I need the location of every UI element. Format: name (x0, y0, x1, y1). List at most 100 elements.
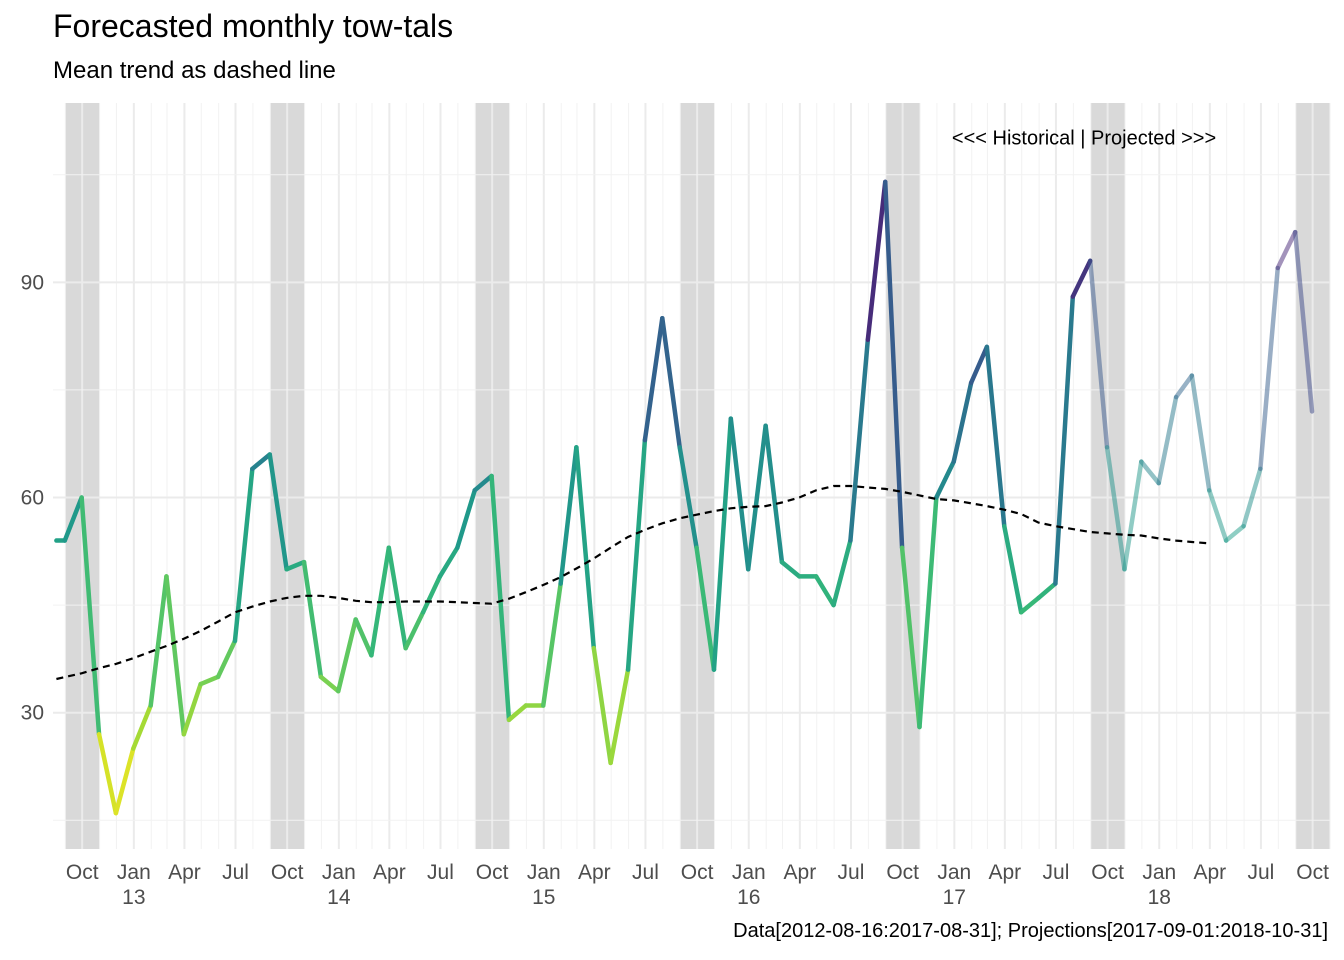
series-segment (232, 466, 255, 644)
x-tick-label: Jul (838, 861, 865, 884)
series-segment (1258, 265, 1281, 472)
series-segment (198, 674, 221, 687)
series-segment (420, 574, 443, 615)
series-segment (96, 731, 119, 816)
x-tick-label: Oct (1296, 861, 1329, 884)
x-tick-label: Oct (1091, 861, 1124, 884)
x-tick-label: Oct (66, 861, 99, 884)
series-segment (951, 380, 974, 464)
x-tick-label: Jul (222, 861, 249, 884)
series-segment (1104, 445, 1127, 572)
series-segment (1036, 581, 1058, 601)
trend-line (56, 484, 1210, 681)
y-tick-label: 60 (21, 487, 44, 510)
series-segment (642, 315, 665, 443)
series-segment (711, 416, 734, 672)
series-segment (1018, 595, 1041, 615)
series-segment (1053, 294, 1076, 586)
series-segment (882, 179, 905, 550)
series-segment (899, 545, 922, 730)
x-tick-label: Oct (886, 861, 919, 884)
series-segment (558, 445, 579, 586)
series-segment (386, 545, 408, 651)
x-tick-label: Jan 15 (527, 861, 561, 909)
series-segment (660, 315, 682, 450)
x-tick-label: Jan 13 (117, 861, 151, 909)
series-segment (1122, 459, 1144, 572)
series-segment (1070, 258, 1093, 299)
series-segment (284, 559, 307, 572)
gridlines (53, 103, 1331, 849)
x-tick-label: Apr (578, 861, 611, 884)
series-segment (1139, 459, 1161, 486)
x-tick-label: Oct (271, 861, 304, 884)
series-segment (472, 473, 494, 493)
series-segment (437, 545, 460, 579)
series-segment (728, 416, 751, 572)
series-segment (455, 488, 477, 550)
series-segment (677, 445, 699, 550)
series-segment (1292, 229, 1315, 414)
series-segment (848, 337, 871, 543)
series-segment (1275, 229, 1298, 271)
series-segment (1207, 488, 1229, 543)
series-segment (113, 746, 136, 816)
series-segment (813, 574, 836, 608)
x-tick-label: Jan 17 (937, 861, 971, 909)
trend-dashed-line (56, 484, 1210, 681)
series-segment (591, 645, 613, 766)
series-segment (489, 473, 512, 723)
x-tick-label: Jan 16 (732, 861, 766, 909)
series-segment (694, 545, 717, 672)
x-tick-label: Oct (476, 861, 509, 884)
series-segment (267, 452, 289, 572)
series-segment (745, 423, 768, 572)
x-tick-label: Apr (989, 861, 1022, 884)
chart-caption: Data[2012-08-16:2017-08-31]; Projections… (733, 920, 1328, 942)
series-segment (1173, 373, 1195, 400)
series-segment (574, 445, 597, 651)
series-segment (540, 581, 563, 708)
series-segment (968, 344, 990, 385)
series-segment (865, 179, 888, 342)
chart-subtitle: Mean trend as dashed line (53, 57, 336, 84)
series-segment (625, 437, 648, 672)
x-tick-label: Jul (427, 861, 454, 884)
historical-projected-annotation: <<< Historical | Projected >>> (952, 128, 1216, 150)
axis-labels: Oct Jan 13 Apr Jul Oct Jan 14 Apr Jul Oct Jan 15 Apr J… (21, 271, 1329, 909)
x-tick-label: Oct (681, 861, 714, 884)
series-segment (779, 559, 802, 579)
y-tick-label: 90 (21, 271, 44, 294)
series-segment (608, 667, 631, 766)
x-tick-label: Jan 18 (1142, 861, 1176, 909)
series-segment (215, 638, 238, 680)
series-segment (984, 344, 1007, 529)
x-tick-label: Jul (1247, 861, 1274, 884)
series-segment (1241, 466, 1263, 529)
series-segment (1223, 523, 1246, 543)
series-segment (934, 459, 957, 500)
series-segment (831, 538, 853, 608)
x-tick-label: Jul (1043, 861, 1070, 884)
series-segment (353, 617, 374, 658)
series-segment (506, 703, 529, 723)
series-segment (1189, 373, 1212, 493)
series-segment (181, 681, 203, 737)
x-tick-label: Apr (373, 861, 406, 884)
x-tick-label: Jul (632, 861, 659, 884)
series-segment (1087, 258, 1110, 450)
series-segment (1156, 394, 1179, 486)
series-segment (164, 574, 187, 737)
series-segment (148, 574, 169, 708)
series-segment (1002, 523, 1024, 615)
series-segment (131, 703, 153, 751)
x-tick-label: Jan 14 (322, 861, 356, 909)
series-segment (403, 610, 426, 651)
x-tick-label: Apr (168, 861, 201, 884)
series-segment (250, 452, 273, 472)
chart-title: Forecasted monthly tow-tals (53, 8, 454, 44)
x-tick-label: Apr (784, 861, 817, 884)
series-segment (79, 495, 102, 737)
series-segment (318, 674, 341, 694)
